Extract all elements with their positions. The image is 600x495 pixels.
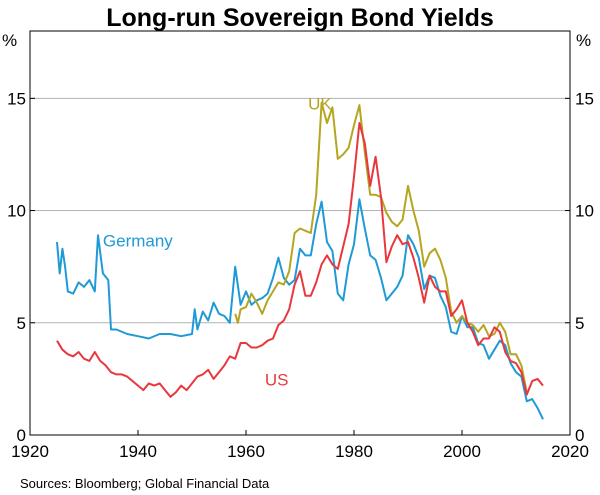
uk-line xyxy=(234,101,528,393)
plot-frame xyxy=(29,30,571,436)
y-tick-label-right-0: 0 xyxy=(575,426,584,445)
source-note: Sources: Bloomberg; Global Financial Dat… xyxy=(20,476,270,491)
x-tick-label-2000: 2000 xyxy=(443,442,481,461)
grid xyxy=(30,97,570,324)
y-tick-label-left-15: 15 xyxy=(7,89,26,108)
y-tick-label-left-10: 10 xyxy=(7,202,26,221)
y-tick-label-right-5: 5 xyxy=(575,314,584,333)
y-tick-label-right-10: 10 xyxy=(575,202,594,221)
us-line xyxy=(56,122,544,398)
x-tick-label-1980: 1980 xyxy=(335,442,373,461)
x-tick-label-2020: 2020 xyxy=(551,442,589,461)
uk-label: UK xyxy=(308,95,332,114)
y-unit-left: % xyxy=(2,31,17,50)
x-tick-label-1960: 1960 xyxy=(227,442,265,461)
y-unit-right: % xyxy=(576,31,591,50)
germany-line xyxy=(56,198,544,420)
chart-title: Long-run Sovereign Bond Yields xyxy=(106,4,494,32)
germany-label: Germany xyxy=(103,231,173,250)
series-lines xyxy=(56,101,544,420)
series-labels: Germany UK US xyxy=(103,95,332,390)
us-label: US xyxy=(265,371,289,390)
y-tick-label-left-0: 0 xyxy=(17,426,26,445)
x-tick-label-1920: 1920 xyxy=(11,442,49,461)
x-tick-label-1940: 1940 xyxy=(119,442,157,461)
y-tick-label-left-5: 5 xyxy=(17,314,26,333)
y-tick-label-right-15: 15 xyxy=(575,89,594,108)
